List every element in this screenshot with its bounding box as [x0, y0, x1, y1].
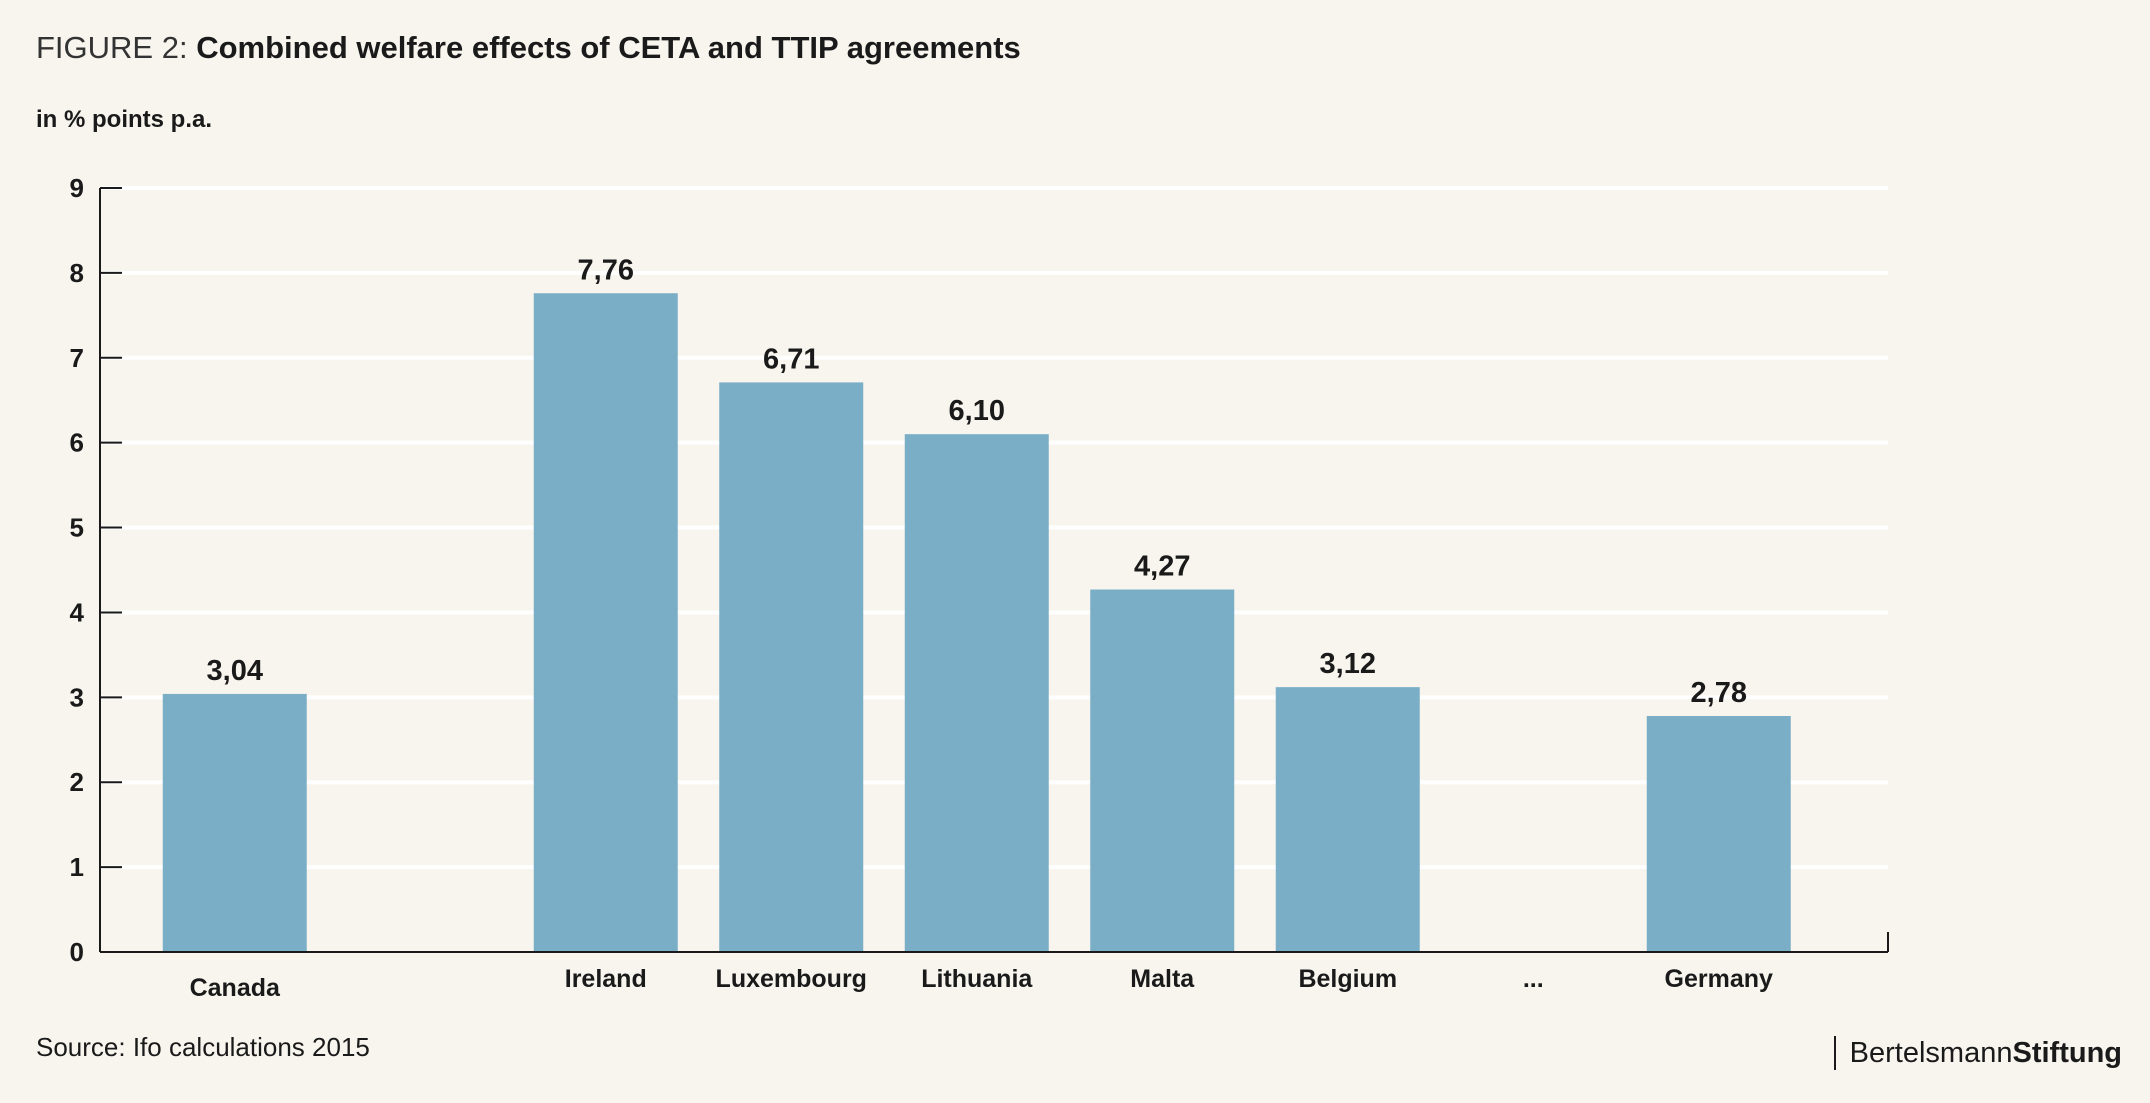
bar-canada: [162, 693, 307, 952]
bar-lithuania: [904, 434, 1049, 953]
x-category-label: ...: [1523, 965, 1544, 993]
bar-luxembourg: [719, 382, 864, 952]
y-tick-label: 7: [70, 343, 84, 373]
data-label: 3,12: [1320, 648, 1376, 680]
y-tick-label: 4: [70, 597, 85, 627]
data-label: 7,76: [578, 254, 634, 286]
x-category-label: Lithuania: [921, 965, 1033, 993]
x-category-label: Canada: [190, 974, 281, 1002]
x-category-label: Germany: [1665, 965, 1773, 993]
bar-malta: [1090, 589, 1235, 952]
brand-part-1: Bertelsmann: [1849, 1037, 2013, 1069]
x-category-label: Ireland: [565, 965, 647, 993]
source-note: Source: Ifo calculations 2015: [36, 1032, 370, 1062]
data-label: 6,71: [763, 343, 819, 375]
data-label: 2,78: [1691, 677, 1747, 709]
y-tick-label: 0: [70, 937, 84, 967]
data-label: 4,27: [1134, 551, 1190, 583]
y-tick-label: 3: [70, 682, 84, 712]
y-tick-label: 6: [70, 428, 84, 458]
bar-ireland: [533, 293, 678, 952]
brand-logo: BertelsmannStiftung: [1833, 1036, 2122, 1070]
bar-germany: [1646, 716, 1791, 952]
y-tick-label: 2: [70, 767, 84, 797]
figure-number: FIGURE 2:: [36, 30, 188, 65]
bar-belgium: [1275, 687, 1420, 952]
figure-title: Combined welfare effects of CETA and TTI…: [196, 30, 1021, 65]
data-label: 3,04: [207, 655, 263, 687]
data-label: 6,10: [949, 395, 1005, 427]
y-tick-label: 9: [70, 173, 84, 203]
chart-title: FIGURE 2: Combined welfare effects of CE…: [36, 30, 1021, 66]
x-category-label: Belgium: [1298, 965, 1397, 993]
unit-label: in % points p.a.: [36, 106, 213, 133]
y-tick-label: 5: [70, 513, 84, 543]
x-category-label: Luxembourg: [716, 965, 867, 993]
brand-part-2: Stiftung: [2012, 1037, 2122, 1069]
y-tick-label: 1: [70, 852, 84, 882]
x-category-label: Malta: [1130, 965, 1195, 993]
y-tick-label: 8: [70, 258, 84, 288]
